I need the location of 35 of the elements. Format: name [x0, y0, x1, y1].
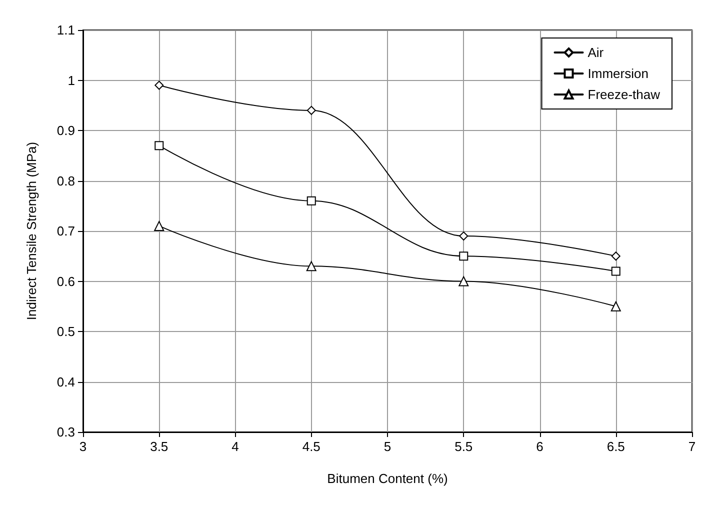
point	[306, 196, 316, 206]
legend-label: Air	[588, 45, 604, 60]
x-tick-label: 4	[232, 439, 239, 454]
legend-label: Immersion	[588, 66, 648, 81]
x-tick-label: 3.5	[150, 439, 168, 454]
x-axis-title: Bitumen Content (%)	[327, 471, 448, 486]
x-tick-label: 6.5	[606, 439, 625, 454]
y-tick-label: 0.7	[56, 224, 75, 238]
legend-label: Freeze-thaw	[588, 87, 661, 102]
x-tick-label: 6	[536, 439, 544, 454]
x-tick-label: 5	[384, 439, 392, 454]
x-tick-label: 3	[79, 439, 87, 454]
x-tick-label: 7	[688, 439, 696, 454]
y-tick-label: 0.4	[56, 374, 75, 390]
y-tick-label: 1.1	[56, 22, 75, 38]
point	[154, 220, 164, 231]
y-axis-title: Indirect Tensile Strength (MPa)	[24, 142, 39, 320]
point	[458, 276, 469, 286]
point	[459, 252, 468, 261]
point	[610, 301, 621, 312]
y-tick-label: 0.9	[56, 123, 75, 138]
x-tick-label: 5.5	[454, 439, 473, 454]
y-tick-label: 0.6	[56, 274, 75, 289]
point	[459, 232, 468, 241]
x-tick-label: 4.5	[302, 439, 320, 454]
point	[154, 141, 164, 150]
y-tick-label: 0.3	[56, 424, 75, 440]
y-tick-label: 0.5	[56, 324, 75, 339]
point	[306, 261, 316, 272]
y-tick-label: 1	[68, 72, 75, 88]
point	[611, 266, 620, 276]
point	[306, 106, 316, 115]
point	[154, 80, 164, 90]
y-tick-label: 0.8	[56, 173, 75, 188]
point	[611, 252, 620, 261]
